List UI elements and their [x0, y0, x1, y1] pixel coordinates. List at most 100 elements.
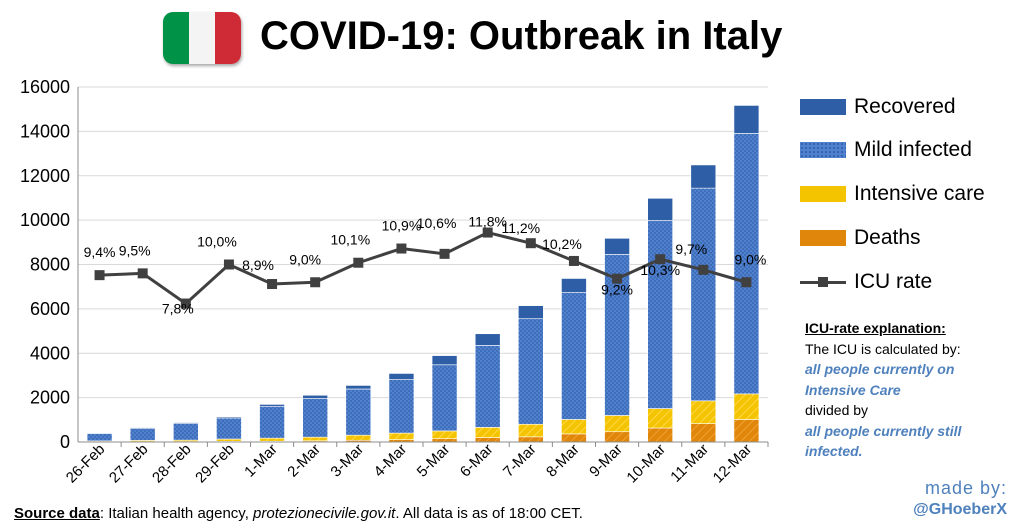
icu-rate-marker: [698, 264, 709, 275]
chart-title: COVID-19: Outbreak in Italy: [260, 14, 783, 58]
legend-swatch-recovered: [800, 99, 846, 115]
source-text1: : Italian health agency,: [99, 505, 254, 522]
y-tick-label: 10000: [20, 210, 70, 230]
legend-swatch-icu: [800, 274, 846, 290]
x-tick-label: 7-Mar: [500, 441, 540, 481]
chart-canvas: 0 2000 4000 6000 8000 10000 12000 14000 16000 26…: [20, 77, 769, 487]
x-tick-label: 8-Mar: [543, 441, 583, 481]
bar-segment-recovered: [216, 416, 242, 419]
y-tick-label: 8000: [30, 255, 70, 275]
y-tick-label: 12000: [20, 166, 70, 186]
bar-segment-deaths: [561, 433, 587, 443]
icu-rate-marker: [741, 277, 752, 288]
icu-rate-data-label: 10,9%: [382, 218, 422, 234]
bar-segment-intensive-care: [690, 400, 717, 424]
bar-segment-deaths: [518, 436, 544, 443]
bar-segment-recovered: [259, 404, 285, 407]
bar-segment-recovered: [173, 422, 199, 424]
bar-segment-recovered: [388, 373, 415, 380]
bar-segment-intensive-care: [302, 436, 328, 442]
x-tick-label: 9-Mar: [586, 441, 626, 481]
explanation-line2: divided by: [805, 402, 869, 418]
bar-segment-mild-infected: [129, 428, 156, 441]
legend-label-mild: Mild infected: [854, 138, 972, 161]
x-tick-label: 10-Mar: [623, 441, 669, 487]
bar-segment-mild-infected: [388, 379, 415, 434]
icu-rate-data-label: 10,6%: [417, 215, 457, 231]
icu-rate-marker: [439, 248, 450, 259]
bar-segment-mild-infected: [647, 220, 673, 409]
bar-segment-mild-infected: [474, 345, 501, 428]
bar-segment-recovered: [345, 385, 372, 390]
icu-rate-marker: [482, 227, 493, 238]
y-tick-label: 0: [60, 432, 70, 452]
icu-rate-marker: [655, 254, 666, 265]
bar-segment-recovered: [302, 394, 328, 399]
source-note: Source data: Italian health agency, prot…: [14, 505, 583, 522]
icu-rate-data-label: 9,2%: [601, 282, 633, 298]
icu-rate-data-label: 8,9%: [242, 257, 274, 273]
bar-segment-mild-infected: [733, 133, 760, 395]
bar-segment-deaths: [647, 427, 673, 443]
icu-rate-marker: [612, 273, 623, 284]
legend-label-deaths: Deaths: [854, 226, 921, 249]
bar-segment-recovered: [129, 427, 156, 429]
y-axis-ticks: 0 2000 4000 6000 8000 10000 12000 14000 16000: [20, 77, 70, 452]
credit-handle: @GHoeberX: [913, 501, 1007, 518]
explanation-emphasis2: all people currently still infected.: [805, 422, 962, 460]
legend-swatch-intensive: [800, 186, 846, 202]
bar-segment-intensive-care: [259, 437, 285, 442]
icu-rate-labels: 9,4% 9,5% 7,8% 10,0% 8,9% 9,0% 10,1% 10,9%10,6%…: [84, 214, 767, 317]
bar-segment-recovered: [647, 197, 673, 221]
header: COVID-19: Outbreak in Italy: [0, 0, 1021, 80]
bar-segment-intensive-care: [733, 393, 760, 420]
icu-rate-data-label: 9,0%: [289, 251, 321, 267]
credit-label: made by:: [924, 478, 1007, 498]
flag-stripe-green: [163, 12, 189, 64]
x-tick-label: 4-Mar: [371, 441, 411, 481]
icu-rate-marker: [568, 255, 579, 266]
italy-flag-icon: [163, 12, 241, 64]
legend-label-icu: ICU rate: [854, 270, 933, 293]
bar-segment-intensive-care: [647, 408, 673, 429]
legend-label-recovered: Recovered: [854, 95, 956, 118]
icu-rate-marker: [94, 270, 105, 281]
credit: made by: @GHoeberX: [913, 478, 1007, 519]
bar-segment-recovered: [474, 333, 501, 346]
legend-label-intensive: Intensive care: [854, 182, 985, 205]
icu-rate-data-label: 9,0%: [734, 251, 766, 267]
x-tick-label: 2-Mar: [284, 441, 324, 481]
x-tick-label: 11-Mar: [667, 441, 712, 486]
bar-segment-intensive-care: [388, 432, 415, 440]
x-tick-label: 1-Mar: [241, 441, 281, 481]
icu-rate-marker: [396, 243, 407, 254]
y-tick-label: 16000: [20, 77, 70, 97]
x-tick-label: 29-Feb: [192, 441, 238, 487]
x-tick-label: 12-Mar: [710, 441, 756, 487]
bar-segment-intensive-care: [345, 434, 372, 441]
x-tick-label: 3-Mar: [327, 441, 367, 481]
icu-rate-marker: [525, 238, 536, 249]
explanation-heading: ICU-rate explanation:: [805, 320, 946, 336]
bar-segment-mild-infected: [431, 364, 458, 432]
icu-rate-line: [94, 227, 752, 309]
bar-segment-intensive-care: [518, 423, 544, 438]
bar-segment-mild-infected: [86, 433, 113, 442]
x-tick-label: 5-Mar: [414, 441, 454, 481]
icu-rate-marker: [310, 277, 321, 288]
bar-segment-mild-infected: [259, 405, 285, 439]
stacked-bars: [86, 105, 760, 443]
bar-segment-mild-infected: [518, 318, 544, 425]
gridlines: [78, 86, 768, 443]
bar-segment-deaths: [690, 423, 717, 443]
flag-stripe-white: [189, 12, 215, 64]
y-tick-label: 4000: [30, 343, 70, 363]
y-tick-label: 2000: [30, 388, 70, 408]
bar-segment-intensive-care: [561, 419, 587, 435]
legend-item-icu: ICU rate: [800, 267, 932, 297]
source-site: protezionecivile.gov.it: [253, 505, 396, 522]
bar-segment-mild-infected: [173, 423, 199, 441]
icu-rate-marker: [137, 268, 148, 279]
flag-stripe-red: [215, 12, 241, 64]
